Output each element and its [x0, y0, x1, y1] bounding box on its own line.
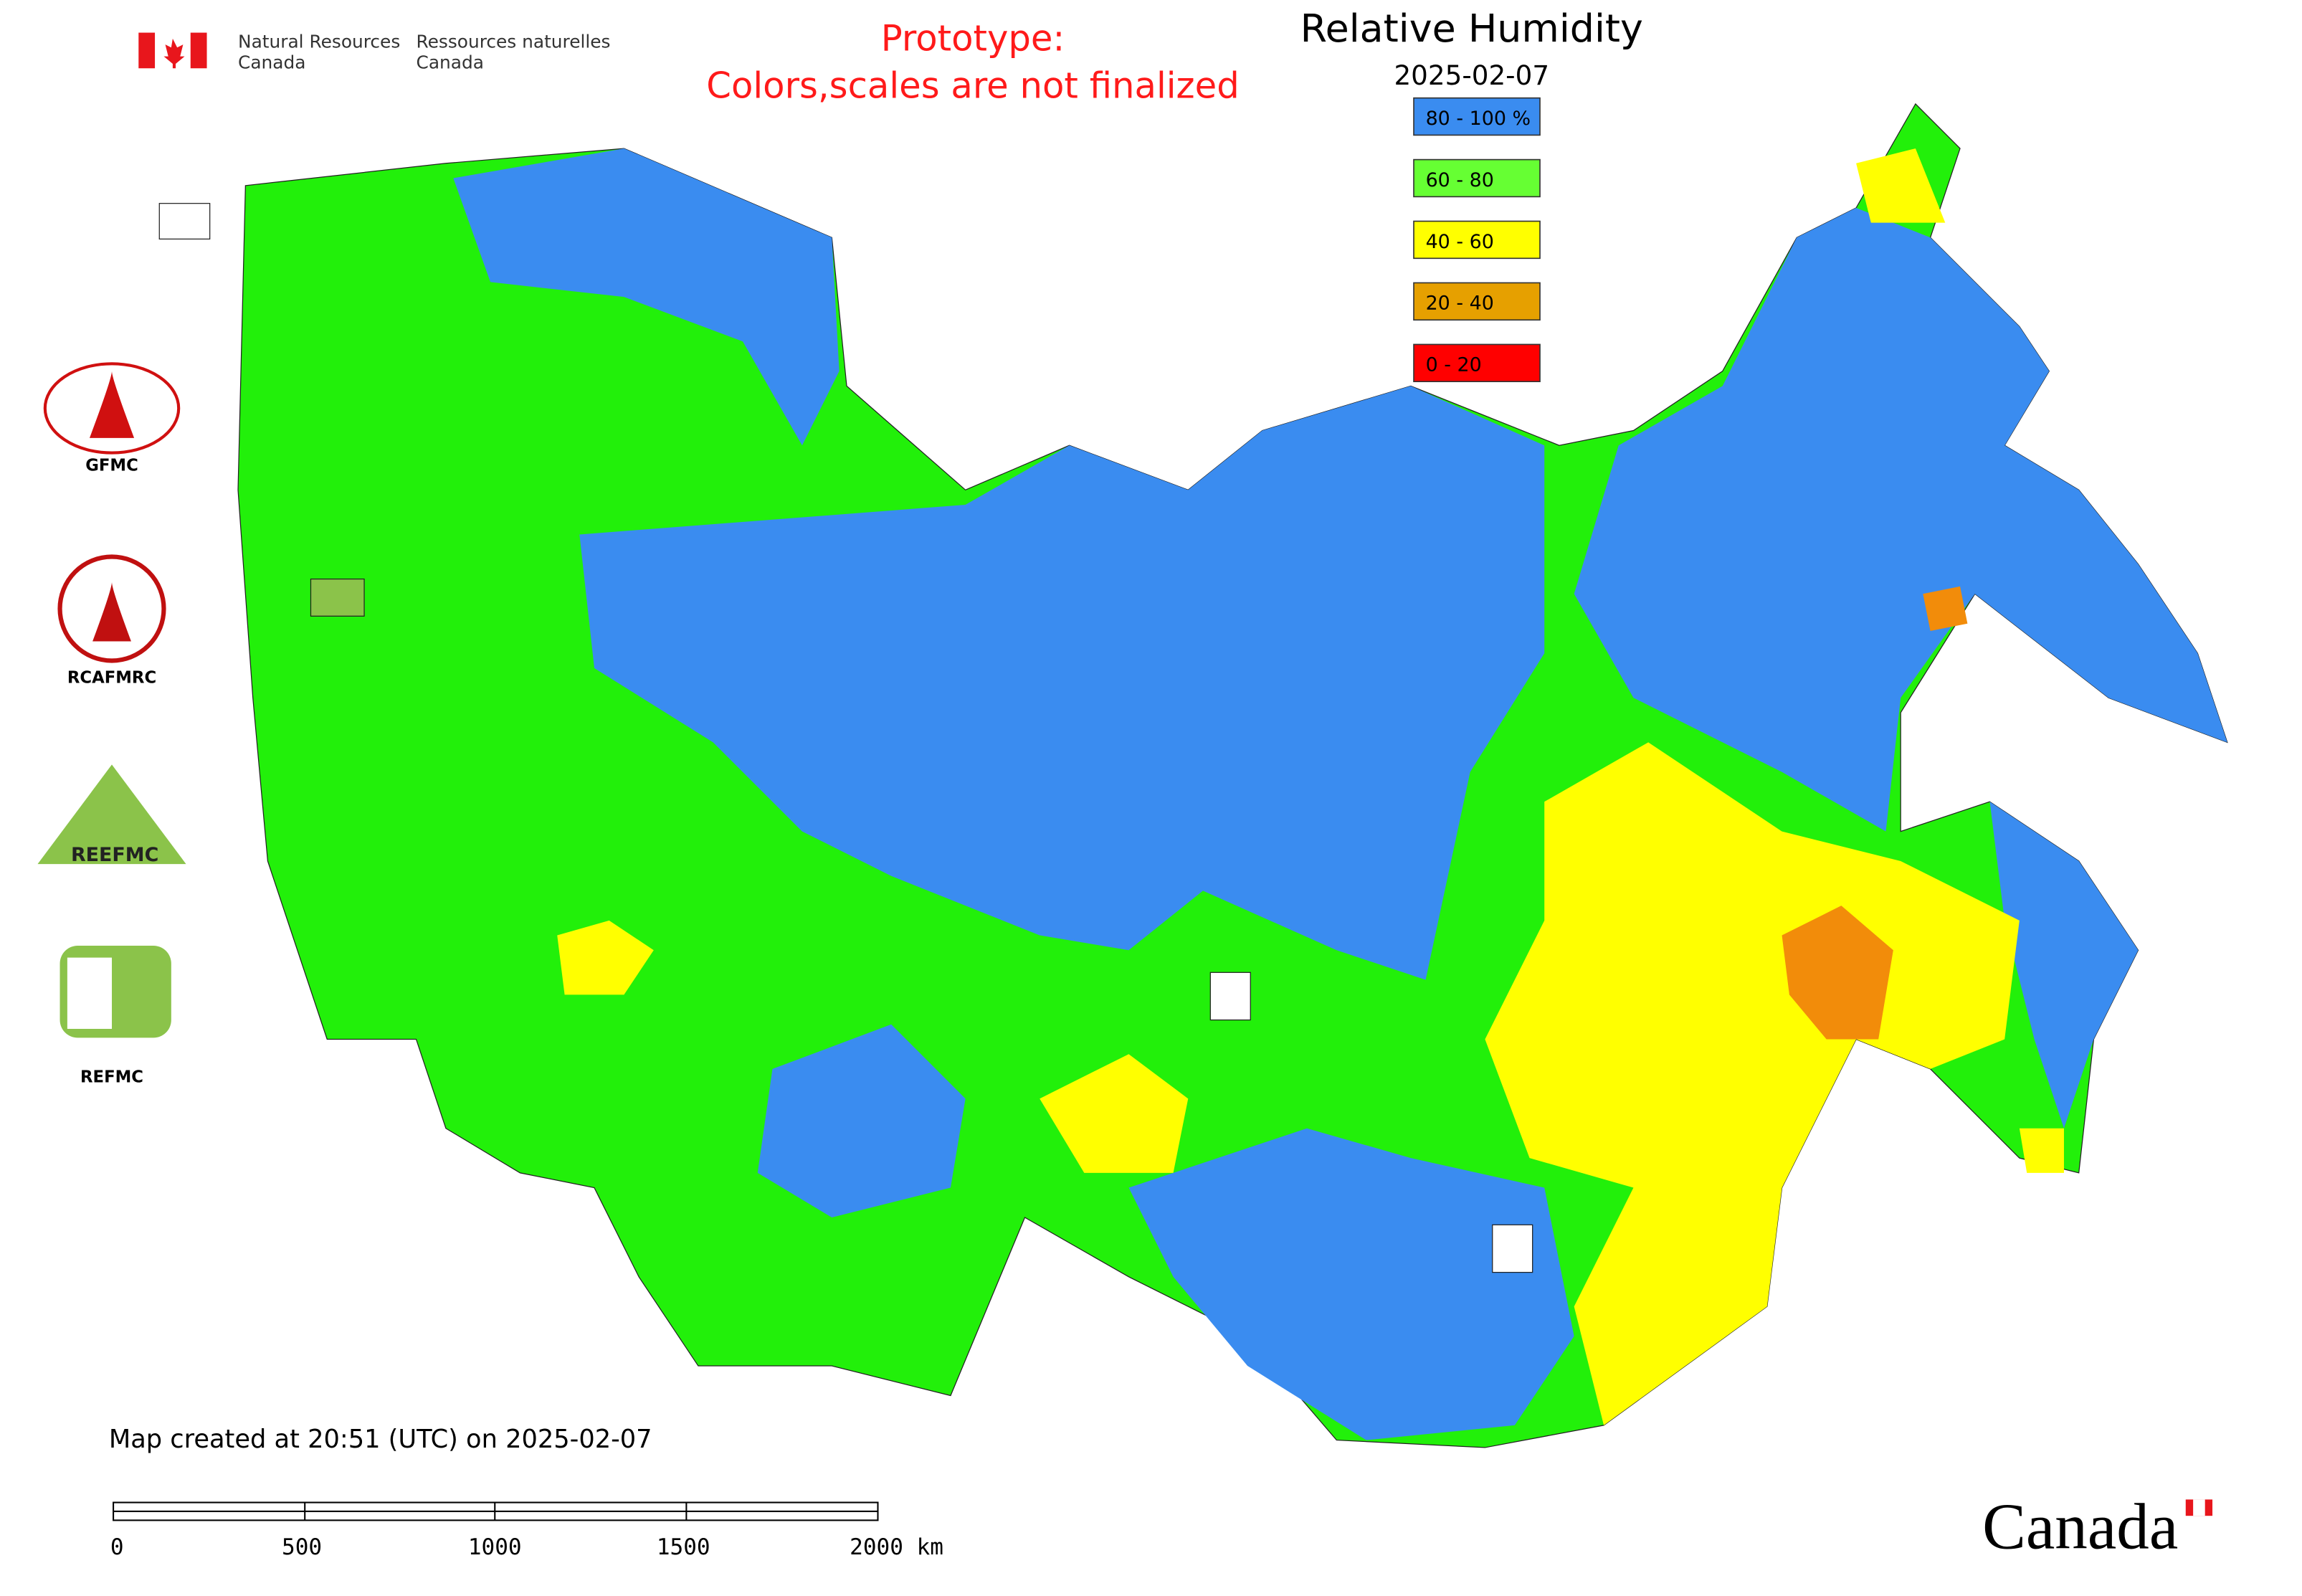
scale-label: 0	[110, 1534, 124, 1560]
legend-swatch	[1413, 158, 1541, 198]
scale-bar	[113, 1501, 879, 1521]
legend-swatch	[1413, 343, 1541, 382]
org-fr: Ressources naturelles	[417, 31, 611, 52]
canada-wordmark: Canada	[1982, 1491, 2213, 1563]
scale-label: 1500	[657, 1534, 710, 1560]
org-fr: Canada	[417, 52, 484, 72]
notice: Colors,scales are not finalized	[706, 65, 1239, 107]
created-note: Map created at 20:51 (UTC) on 2025-02-07	[109, 1425, 652, 1454]
scale-label: 1000	[468, 1534, 522, 1560]
scale-labels: 0 500 1000 1500 2000 km	[110, 1534, 943, 1560]
legend-label: 0 - 20	[1426, 354, 1482, 376]
scale-label: 500	[282, 1534, 322, 1560]
notice: Prototype:	[881, 17, 1065, 59]
legend-swatch	[1413, 97, 1541, 136]
map	[158, 103, 2228, 1448]
partner-label: RCAFMRC	[67, 669, 156, 688]
legend-swatch	[1413, 220, 1541, 260]
legend: 80 - 100 % 60 - 80 40 - 60 20 - 40 0 - 20	[1413, 97, 1541, 382]
nrcan-signature: Natural Resources Canada Ressources natu…	[138, 31, 611, 72]
partner-logo-text: REEFMC	[71, 844, 158, 866]
legend-label: 60 - 80	[1426, 169, 1494, 191]
partner-label: REFMC	[80, 1068, 143, 1087]
org-en: Natural Resources	[238, 31, 400, 52]
legend-label: 20 - 40	[1426, 293, 1494, 315]
legend-title: Relative Humidity	[1300, 6, 1643, 51]
legend-date: 2025-02-07	[1394, 60, 1549, 91]
partner-label: GFMC	[85, 456, 138, 475]
wordmark: Canada	[1982, 1491, 2178, 1563]
org-en: Canada	[238, 52, 305, 72]
legend-swatch	[1413, 282, 1541, 321]
orange-zone	[1782, 906, 1893, 1040]
legend-label: 80 - 100 %	[1426, 108, 1531, 130]
partner-logos: GFMC RCAFMRC REEFMC REFMC	[37, 362, 186, 1087]
legend-label: 40 - 60	[1426, 231, 1494, 253]
scale-label: 2000 km	[850, 1534, 943, 1560]
